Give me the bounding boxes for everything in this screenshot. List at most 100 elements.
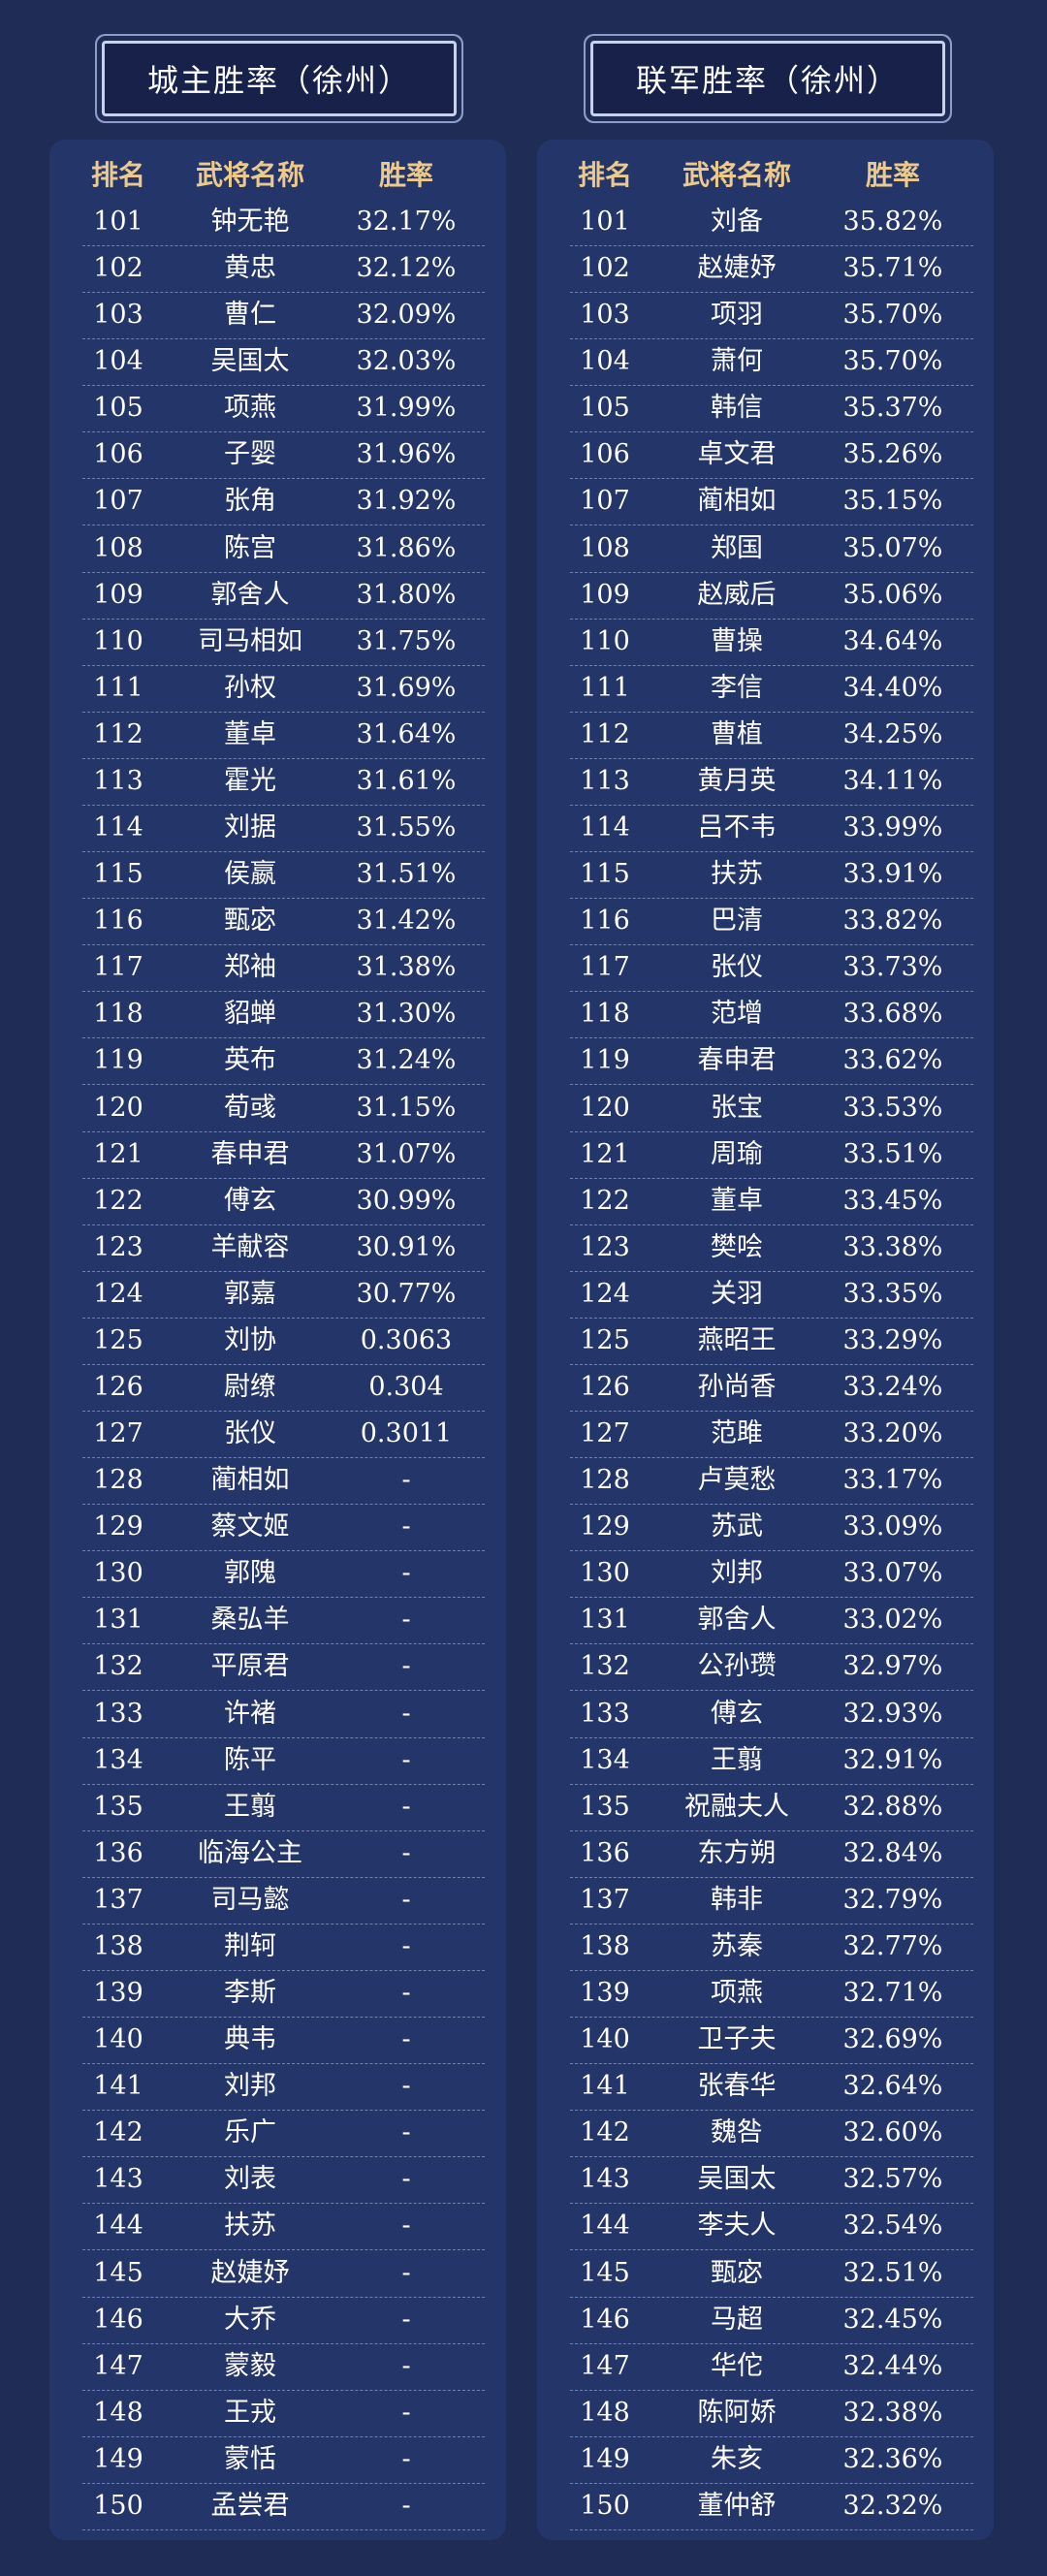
cell: 139 (580, 1978, 630, 2009)
cell: 123 (93, 1231, 143, 1262)
row-separator (570, 1969, 973, 1971)
row-separator (82, 1177, 485, 1179)
cell: - (401, 1884, 411, 1915)
cell: 32.71% (842, 1978, 943, 2009)
cell: 郭隗 (224, 1558, 276, 1589)
row-separator (570, 991, 973, 993)
cell: 113 (580, 765, 630, 796)
cell: 109 (580, 579, 630, 610)
cell: 春申君 (210, 1138, 290, 1169)
cell: 30.77% (356, 1278, 457, 1309)
cell: 116 (580, 906, 630, 937)
cell: 119 (580, 1045, 630, 1076)
cell: - (401, 2164, 411, 2195)
cell: 107 (93, 486, 143, 517)
cell: 31.99% (356, 393, 457, 424)
cell: 春申君 (697, 1045, 777, 1076)
cell: 123 (580, 1231, 630, 1262)
cell: 30.99% (356, 1185, 457, 1216)
cell: 32.12% (356, 253, 457, 284)
cell: 张仪 (224, 1418, 276, 1449)
row-separator (82, 2249, 485, 2251)
cell: 33.82% (842, 906, 943, 937)
cell: 曹仁 (224, 300, 276, 331)
cell: 144 (93, 2210, 143, 2242)
row-separator (570, 2342, 973, 2344)
cell: 32.84% (842, 1837, 943, 1868)
row-separator (82, 1829, 485, 1831)
row-separator (570, 898, 973, 900)
column-header: 胜率 (378, 159, 433, 191)
cell: 103 (93, 300, 143, 331)
cell: 31.75% (356, 625, 457, 656)
cell: 125 (93, 1324, 143, 1355)
cell: 张仪 (711, 952, 763, 983)
cell: 147 (93, 2350, 143, 2381)
cell: 33.51% (842, 1138, 943, 1169)
row-separator (570, 757, 973, 759)
cell: 蒙毅 (224, 2350, 276, 2381)
column-header: 武将名称 (682, 159, 791, 191)
cell: 131 (93, 1605, 143, 1636)
cell: 曹植 (711, 718, 763, 749)
cell: 121 (580, 1138, 630, 1169)
cell: 蔡文姬 (210, 1511, 290, 1542)
cell: 127 (93, 1418, 143, 1449)
cell: 104 (580, 346, 630, 377)
cell: 32.51% (842, 2257, 943, 2288)
cell: - (401, 2490, 411, 2521)
cell: 陈平 (224, 1744, 276, 1775)
cell: 苏秦 (711, 1930, 763, 1961)
cell: 33.68% (842, 999, 943, 1030)
cell: 32.77% (842, 1930, 943, 1961)
row-separator (82, 2342, 485, 2344)
cell: 赵婕妤 (697, 253, 777, 284)
cell: 许褚 (224, 1698, 276, 1729)
cell: 32.88% (842, 1791, 943, 1822)
row-separator (570, 2389, 973, 2391)
cell: 31.64% (356, 718, 457, 749)
row-separator (82, 944, 485, 946)
cell: 102 (580, 253, 630, 284)
cell: 101 (580, 207, 630, 237)
left-title: 城主胜率（徐州） (102, 41, 457, 116)
cell: - (401, 1791, 411, 1822)
cell: 韩非 (711, 1884, 763, 1915)
row-separator (570, 2296, 973, 2298)
row-separator (570, 1550, 973, 1552)
cell: 111 (580, 672, 630, 703)
cell: 乐广 (224, 2117, 276, 2148)
row-separator (82, 2203, 485, 2205)
cell: 桑弘羊 (210, 1605, 290, 1636)
cell: 135 (580, 1791, 630, 1822)
cell: - (401, 1465, 411, 1496)
cell: 吴国太 (210, 346, 290, 377)
cell: 蒙恬 (224, 2443, 276, 2474)
row-separator (570, 1829, 973, 1831)
cell: 蔺相如 (210, 1465, 290, 1496)
cell: - (401, 2117, 411, 2148)
cell: 114 (580, 812, 630, 843)
cell: 131 (580, 1605, 630, 1636)
cell: 31.38% (356, 952, 457, 983)
row-separator (82, 1084, 485, 1086)
row-separator (82, 431, 485, 433)
cell: 陈宫 (224, 532, 276, 563)
row-separator (570, 944, 973, 946)
cell: 张角 (224, 486, 276, 517)
cell: 羊献容 (210, 1231, 290, 1262)
cell: 刘协 (224, 1324, 276, 1355)
cell: 32.36% (842, 2443, 943, 2474)
cell: 苏武 (711, 1511, 763, 1542)
cell: 101 (93, 207, 143, 237)
row-separator (570, 2110, 973, 2112)
cell: 141 (93, 2071, 143, 2102)
row-separator (82, 1643, 485, 1645)
cell: 121 (93, 1138, 143, 1169)
cell: 33.35% (842, 1278, 943, 1309)
row-separator (82, 1969, 485, 1971)
row-separator (82, 991, 485, 993)
row-separator (82, 2063, 485, 2065)
row-separator (570, 385, 973, 387)
cell: - (401, 1511, 411, 1542)
